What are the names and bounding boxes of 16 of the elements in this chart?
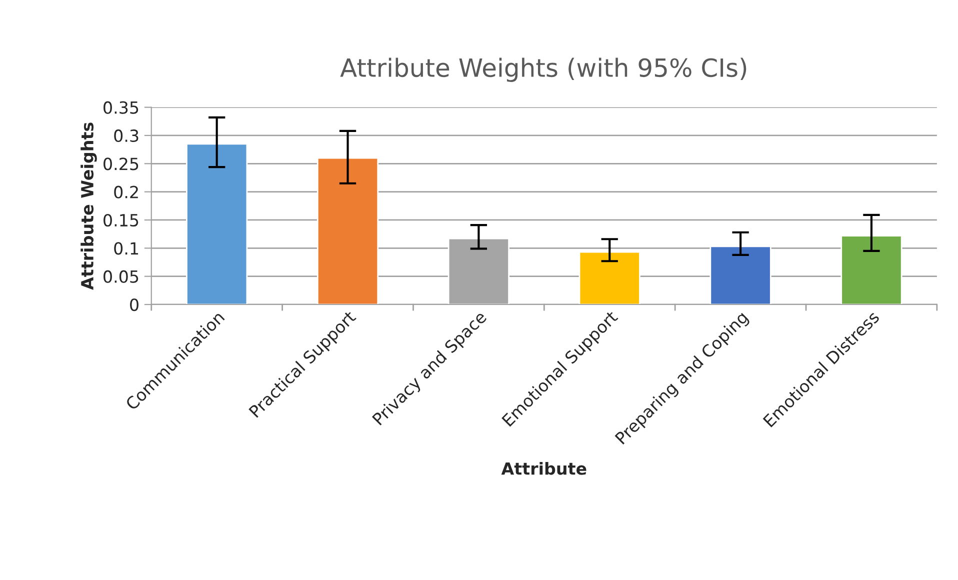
y-tick-label: 0.2 <box>114 186 138 198</box>
x-axis-title: Attribute <box>501 462 586 475</box>
y-axis-title: Attribute Weights <box>80 122 97 290</box>
y-tick-label: 0.15 <box>104 214 138 227</box>
bar <box>186 143 248 304</box>
y-tick-label: 0.3 <box>114 129 138 142</box>
y-tick-label: 0.35 <box>104 101 138 114</box>
bar <box>710 246 772 304</box>
bar <box>578 251 640 304</box>
y-tick-label: 0 <box>130 298 138 312</box>
bar <box>840 235 902 304</box>
bar <box>316 157 379 304</box>
y-tick-label: 0.25 <box>104 158 138 170</box>
chart-title: Attribute Weights (with 95% CIs) <box>340 58 746 82</box>
y-tick-label: 0.05 <box>104 270 138 283</box>
y-tick-label: 0.1 <box>114 242 138 255</box>
